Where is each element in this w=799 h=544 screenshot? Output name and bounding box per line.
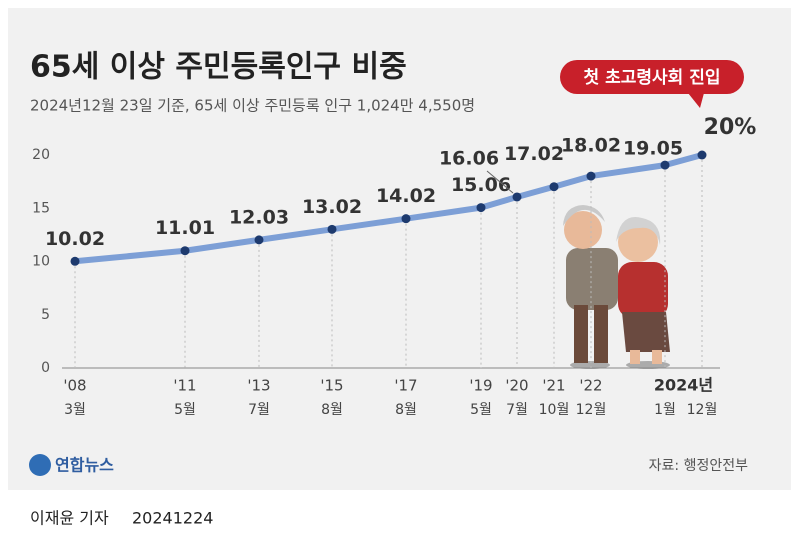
chart-subtitle: 2024년12월 23일 기준, 65세 이상 주민등록 인구 1,024만 4… [30, 97, 475, 115]
marker [586, 171, 596, 181]
marker [697, 150, 707, 160]
x-year-label: '19 [469, 377, 492, 395]
logo-icon [29, 454, 51, 476]
value-label: 12.03 [229, 206, 289, 228]
value-label: 14.02 [376, 185, 436, 207]
x-year-label: '21 [542, 377, 565, 395]
value-label: 17.02 [504, 143, 564, 165]
x-tick-label: 8월 [321, 402, 343, 418]
x-tick-label: 12월 [576, 402, 607, 418]
callout-text: 첫 초고령사회 진입 [584, 67, 721, 88]
x-tick-label: 5월 [174, 402, 196, 418]
x-group-label: 2024년 [654, 376, 713, 395]
marker [401, 214, 411, 224]
value-label: 18.02 [561, 135, 621, 157]
x-year-label: '15 [320, 377, 343, 395]
x-tick-label: 7월 [506, 402, 528, 418]
callout: 첫 초고령사회 진입 [560, 60, 744, 108]
y-tick-label: 5 [41, 307, 50, 323]
y-tick-label: 20 [32, 147, 50, 163]
x-year-label: '17 [394, 377, 417, 395]
callout-bubble [560, 60, 744, 94]
illustration [563, 205, 670, 369]
x-year-label: '11 [173, 377, 196, 395]
date: 20241224 [132, 509, 213, 528]
x-tick-label: 7월 [248, 402, 270, 418]
marker [70, 256, 80, 266]
y-tick-label: 0 [41, 360, 50, 376]
x-year-label: '20 [505, 377, 528, 395]
value-label: 10.02 [45, 228, 105, 250]
marker [180, 246, 190, 256]
value-label: 13.02 [302, 196, 362, 218]
x-year-label: '22 [579, 377, 602, 395]
x-tick-label: 1월 [654, 402, 676, 418]
x-tick-label: 5월 [470, 402, 492, 418]
marker [327, 224, 337, 234]
y-tick-label: 10 [32, 254, 50, 270]
x-tick-label: 12월 [687, 402, 718, 418]
value-label: 15.06 [451, 174, 511, 196]
source: 자료: 행정안전부 [649, 458, 748, 474]
x-year-label: '13 [247, 377, 270, 395]
x-tick-label: 8월 [395, 402, 417, 418]
value-label: 16.06 [439, 147, 499, 169]
marker [254, 235, 264, 245]
leader-line [486, 170, 514, 194]
y-tick-label: 15 [32, 200, 50, 216]
value-label: 11.01 [155, 217, 215, 239]
value-label: 19.05 [623, 138, 683, 160]
chart-title: 65세 이상 주민등록인구 비중 [30, 50, 407, 85]
marker [512, 192, 522, 202]
marker [476, 203, 486, 213]
byline: 이재윤 기자 [30, 509, 109, 528]
marker [549, 182, 559, 192]
marker [660, 160, 670, 170]
callout-pointer [688, 93, 704, 108]
x-year-label: '08 [63, 377, 86, 395]
x-tick-label: 10월 [539, 402, 570, 418]
logo: 연합뉴스 [55, 456, 114, 475]
x-tick-label: 3월 [64, 402, 86, 418]
value-label: 20% [704, 115, 757, 140]
